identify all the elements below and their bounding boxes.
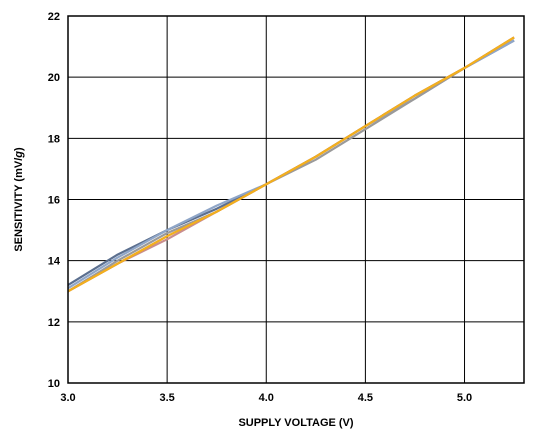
y-tick-label: 18 [48,133,60,145]
x-axis-title: SUPPLY VOLTAGE (V) [238,417,353,429]
x-tick-label: 4.0 [259,392,274,404]
y-tick-label: 10 [48,378,60,390]
y-tick-label: 14 [48,256,61,268]
x-tick-label: 5.0 [457,392,472,404]
y-tick-label: 22 [48,11,60,23]
y-tick-label: 12 [48,317,60,329]
y-tick-label: 16 [48,195,60,207]
y-tick-label: 20 [48,72,60,84]
series-line [67,36,515,293]
series-line [67,36,515,293]
x-tick-label: 3.0 [60,392,75,404]
y-axis-title-suffix: ) [13,147,25,151]
x-tick-label: 3.5 [159,392,174,404]
series-lines [67,36,515,293]
x-tick-label: 4.5 [358,392,373,404]
plot-frame [67,15,525,384]
x-tick-labels: 3.0 3.5 4.0 4.5 5.0 [60,392,472,404]
y-axis-title-unit-g: g [13,151,25,159]
grid [68,16,524,383]
y-tick-labels: 10 12 14 16 18 20 22 [48,11,61,390]
y-axis-title-prefix: SENSITIVITY (mV/ [13,158,25,252]
y-axis-title: SENSITIVITY (mV/g) [13,147,25,252]
